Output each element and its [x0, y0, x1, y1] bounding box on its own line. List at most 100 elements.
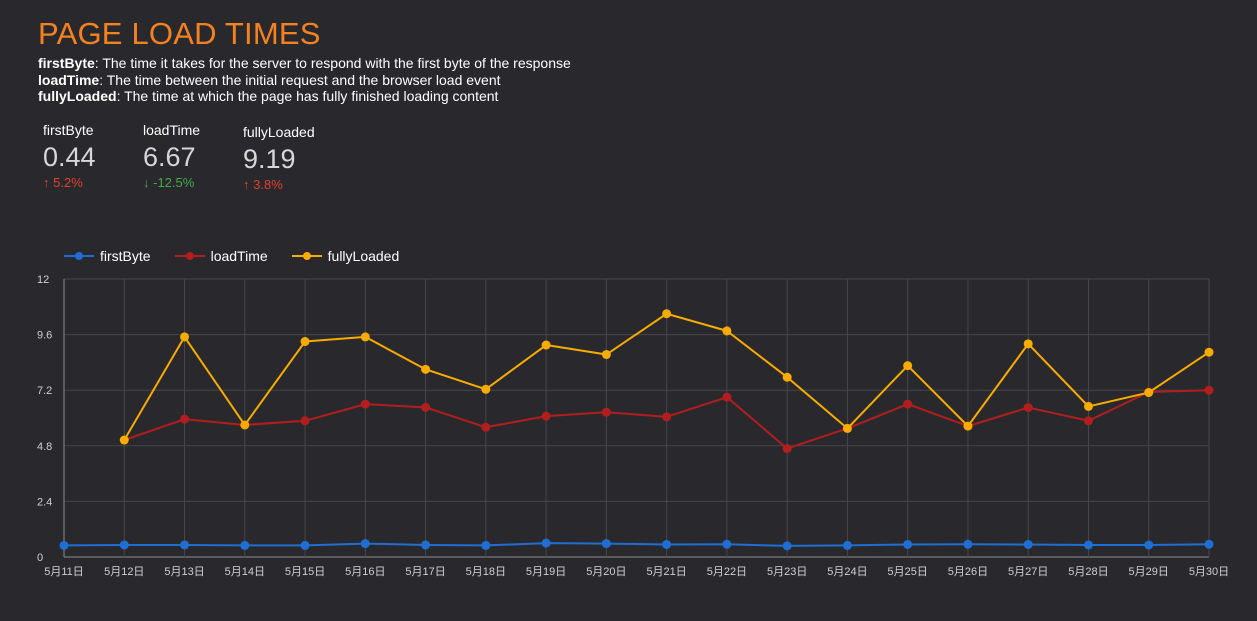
data-point-firstByte — [722, 539, 732, 549]
data-point-loadTime — [1083, 416, 1093, 426]
description-text: : The time between the initial request a… — [99, 71, 501, 88]
description-fully-loaded: fullyLoaded: The time at which the page … — [38, 88, 571, 105]
x-tick-label: 5月30日 — [1189, 566, 1229, 578]
description-load-time: loadTime: The time between the initial r… — [38, 72, 571, 89]
data-point-loadTime — [421, 402, 431, 412]
data-point-fullyLoaded — [481, 384, 491, 394]
data-point-firstByte — [180, 540, 190, 550]
data-point-firstByte — [240, 540, 250, 550]
data-point-fullyLoaded — [1083, 401, 1093, 411]
description-first-byte: firstByte: The time it takes for the ser… — [38, 55, 571, 72]
scorecard-value: 0.44 — [43, 142, 96, 172]
data-point-firstByte — [481, 540, 491, 550]
data-point-loadTime — [481, 422, 491, 432]
x-tick-label: 5月27日 — [1008, 566, 1048, 578]
y-tick-label: 4.8 — [37, 441, 52, 453]
data-point-firstByte — [782, 541, 792, 551]
data-point-fullyLoaded — [722, 326, 732, 336]
delta-value: 5.2% — [53, 175, 83, 190]
data-point-firstByte — [662, 539, 672, 549]
data-point-fullyLoaded — [963, 421, 973, 431]
description-term: loadTime — [38, 71, 100, 88]
data-point-firstByte — [541, 538, 551, 548]
x-tick-label: 5月25日 — [888, 566, 928, 578]
y-tick-label: 0 — [37, 552, 43, 564]
x-tick-label: 5月12日 — [104, 566, 144, 578]
scorecard-first-byte[interactable]: firstByte 0.44 ↑ 5.2% — [43, 122, 96, 190]
data-point-firstByte — [1023, 539, 1033, 549]
y-tick-label: 2.4 — [37, 496, 52, 508]
data-point-firstByte — [59, 540, 69, 550]
data-point-loadTime — [360, 399, 370, 409]
data-point-fullyLoaded — [119, 435, 129, 445]
data-point-fullyLoaded — [1204, 347, 1214, 357]
scorecard-fully-loaded[interactable]: fullyLoaded 9.19 ↑ 3.8% — [243, 124, 315, 192]
scorecard-value: 6.67 — [143, 142, 196, 172]
description-text: : The time it takes for the server to re… — [94, 55, 571, 71]
x-tick-label: 5月29日 — [1129, 566, 1169, 578]
data-point-fullyLoaded — [782, 372, 792, 382]
data-point-firstByte — [1144, 540, 1154, 550]
x-tick-label: 5月18日 — [466, 566, 506, 578]
arrow-up-icon: ↑ — [43, 175, 50, 190]
data-point-firstByte — [842, 540, 852, 550]
data-point-fullyLoaded — [662, 309, 672, 319]
data-point-firstByte — [360, 539, 370, 549]
legend-item-fully-loaded[interactable]: fullyLoaded — [291, 248, 400, 264]
data-point-firstByte — [601, 539, 611, 549]
scorecard-load-time[interactable]: loadTime 6.67 ↓ -12.5% — [143, 122, 200, 190]
data-point-loadTime — [300, 416, 310, 426]
data-point-firstByte — [1204, 539, 1214, 549]
x-tick-label: 5月14日 — [225, 566, 265, 578]
data-point-fullyLoaded — [842, 423, 852, 433]
delta-value: -12.5% — [153, 175, 195, 190]
arrow-up-icon: ↑ — [243, 177, 250, 192]
metric-descriptions: firstByte: The time it takes for the ser… — [38, 55, 571, 105]
x-tick-label: 5月24日 — [827, 566, 867, 578]
delta-value: 3.8% — [253, 177, 283, 192]
scorecard-delta: ↑ 3.8% — [243, 177, 315, 192]
legend-item-first-byte[interactable]: firstByte — [64, 248, 151, 264]
data-point-fullyLoaded — [1144, 388, 1154, 398]
description-term: fullyLoaded — [38, 88, 117, 104]
x-tick-label: 5月26日 — [948, 566, 988, 578]
scorecard-label: loadTime — [143, 122, 201, 138]
y-tick-label: 12 — [37, 274, 49, 286]
y-tick-label: 7.2 — [37, 385, 52, 397]
x-tick-label: 5月11日 — [44, 566, 84, 578]
data-point-loadTime — [903, 399, 913, 409]
legend-line-marker-icon — [291, 248, 322, 264]
x-tick-label: 5月17日 — [405, 566, 445, 578]
legend-item-load-time[interactable]: loadTime — [174, 248, 268, 264]
series-line-firstByte — [63, 542, 1210, 547]
x-tick-label: 5月20日 — [586, 566, 626, 578]
data-point-loadTime — [1204, 385, 1214, 395]
scorecard-label: fullyLoaded — [243, 124, 315, 140]
data-point-firstByte — [421, 540, 431, 550]
data-point-firstByte — [119, 540, 129, 550]
data-point-loadTime — [180, 414, 190, 424]
page-title: PAGE LOAD TIMES — [38, 16, 321, 51]
data-point-firstByte — [300, 540, 310, 550]
scorecard-value: 9.19 — [243, 144, 296, 174]
data-point-loadTime — [541, 411, 551, 421]
scorecard-delta: ↓ -12.5% — [143, 175, 200, 190]
chart-legend: firstByte loadTime fullyLoaded — [64, 248, 423, 264]
data-point-fullyLoaded — [180, 332, 190, 342]
data-point-loadTime — [722, 392, 732, 402]
data-point-fullyLoaded — [1023, 339, 1033, 349]
x-tick-label: 5月21日 — [646, 566, 686, 578]
data-point-loadTime — [662, 412, 672, 422]
scorecard-delta: ↑ 5.2% — [43, 175, 96, 190]
data-point-firstByte — [903, 539, 913, 549]
data-point-fullyLoaded — [360, 332, 370, 342]
data-point-fullyLoaded — [240, 420, 250, 430]
description-term: firstByte — [38, 55, 95, 71]
x-tick-label: 5月19日 — [526, 566, 566, 578]
data-point-loadTime — [782, 444, 792, 454]
legend-label: loadTime — [210, 248, 268, 264]
legend-label: fullyLoaded — [327, 248, 400, 264]
legend-label: firstByte — [100, 248, 151, 264]
